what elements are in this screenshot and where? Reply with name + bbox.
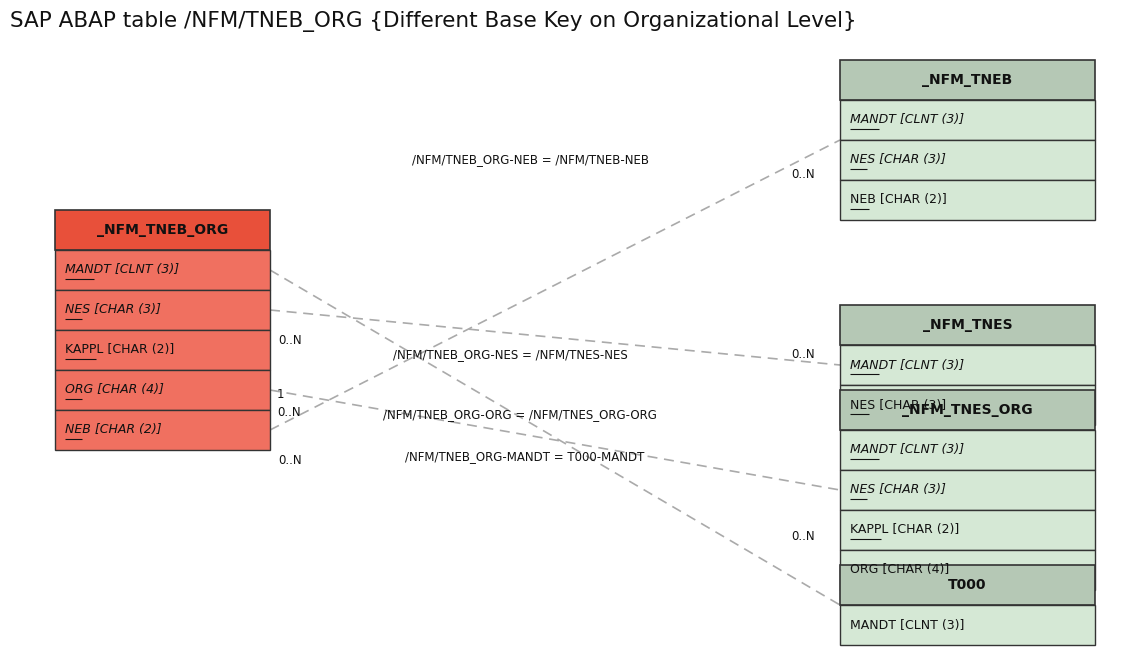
Bar [840, 180, 1095, 220]
Bar [840, 510, 1095, 550]
Text: _NFM_TNEB: _NFM_TNEB [922, 73, 1013, 87]
Text: _NFM_TNEB_ORG: _NFM_TNEB_ORG [97, 223, 228, 237]
Bar [55, 210, 270, 250]
Bar [840, 550, 1095, 590]
Text: MANDT [CLNT (3)]: MANDT [CLNT (3)] [850, 618, 964, 631]
Bar [55, 370, 270, 410]
Text: 0..N: 0..N [277, 406, 300, 419]
Text: 0..N: 0..N [791, 349, 815, 361]
Text: NES [CHAR (3)]: NES [CHAR (3)] [65, 304, 160, 317]
Text: _NFM_TNES: _NFM_TNES [922, 318, 1013, 332]
Text: KAPPL [CHAR (2)]: KAPPL [CHAR (2)] [850, 524, 960, 537]
Text: MANDT [CLNT (3)]: MANDT [CLNT (3)] [850, 443, 964, 456]
Text: _NFM_TNES_ORG: _NFM_TNES_ORG [902, 403, 1033, 417]
Bar [840, 100, 1095, 140]
Bar [55, 290, 270, 330]
Text: /NFM/TNEB_ORG-NES = /NFM/TNES-NES: /NFM/TNEB_ORG-NES = /NFM/TNES-NES [393, 349, 628, 361]
Text: NES [CHAR (3)]: NES [CHAR (3)] [850, 398, 946, 411]
Text: NES [CHAR (3)]: NES [CHAR (3)] [850, 484, 946, 496]
Text: 0..N: 0..N [791, 530, 815, 543]
Bar [840, 470, 1095, 510]
Bar [840, 140, 1095, 180]
Text: NES [CHAR (3)]: NES [CHAR (3)] [850, 154, 946, 167]
Bar [55, 410, 270, 450]
Text: SAP ABAP table /NFM/TNEB_ORG {Different Base Key on Organizational Level}: SAP ABAP table /NFM/TNEB_ORG {Different … [10, 12, 857, 32]
Text: ORG [CHAR (4)]: ORG [CHAR (4)] [850, 563, 949, 576]
Text: 0..N: 0..N [278, 334, 301, 347]
Text: 1: 1 [277, 389, 285, 402]
Bar [840, 345, 1095, 385]
Bar [840, 305, 1095, 345]
Bar [840, 390, 1095, 430]
Bar [55, 250, 270, 290]
Bar [840, 565, 1095, 605]
Text: /NFM/TNEB_ORG-MANDT = T000-MANDT: /NFM/TNEB_ORG-MANDT = T000-MANDT [405, 450, 645, 463]
Text: /NFM/TNEB_ORG-ORG = /NFM/TNES_ORG-ORG: /NFM/TNEB_ORG-ORG = /NFM/TNES_ORG-ORG [383, 408, 657, 421]
Bar [55, 330, 270, 370]
Text: 0..N: 0..N [278, 454, 301, 467]
Text: MANDT [CLNT (3)]: MANDT [CLNT (3)] [65, 263, 180, 276]
Bar [840, 385, 1095, 425]
Text: NEB [CHAR (2)]: NEB [CHAR (2)] [65, 424, 161, 437]
Text: NEB [CHAR (2)]: NEB [CHAR (2)] [850, 193, 947, 206]
Bar [840, 430, 1095, 470]
Text: /NFM/TNEB_ORG-NEB = /NFM/TNEB-NEB: /NFM/TNEB_ORG-NEB = /NFM/TNEB-NEB [411, 154, 648, 167]
Text: T000: T000 [948, 578, 987, 592]
Text: MANDT [CLNT (3)]: MANDT [CLNT (3)] [850, 114, 964, 127]
Bar [840, 605, 1095, 645]
Text: KAPPL [CHAR (2)]: KAPPL [CHAR (2)] [65, 343, 174, 356]
Text: 0..N: 0..N [791, 169, 815, 182]
Bar [840, 60, 1095, 100]
Text: ORG [CHAR (4)]: ORG [CHAR (4)] [65, 384, 164, 397]
Text: MANDT [CLNT (3)]: MANDT [CLNT (3)] [850, 358, 964, 371]
